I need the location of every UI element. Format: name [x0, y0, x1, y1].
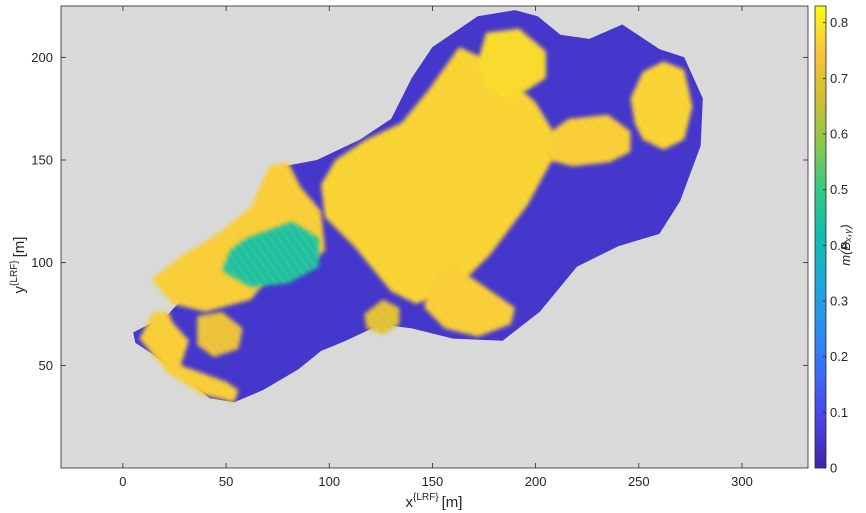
colorbar-tick-label: 0.4	[830, 238, 848, 253]
colorbar-tick-label: 0.5	[830, 182, 848, 197]
heatmap-region-texture-6	[545, 114, 631, 167]
colorbar-tick-label: 0.8	[830, 15, 848, 30]
x-tick-label: 0	[119, 474, 126, 489]
colorbar-label: m(Bₓ,ᵧ)	[838, 224, 853, 266]
x-tick-label: 100	[318, 474, 340, 489]
colorbar-tick-label: 0.7	[830, 71, 848, 86]
heatmap-region-texture-10	[222, 221, 319, 288]
heatmap-region-texture-4	[321, 47, 561, 304]
heatmap-region-texture-7	[630, 61, 693, 150]
plot-frame	[60, 5, 809, 469]
colorbar-tick-label: 0.1	[830, 405, 848, 420]
colorbar-tick-label: 0.6	[830, 127, 848, 142]
heatmap-region-texture-8	[424, 262, 515, 337]
y-tick-label: 200	[31, 50, 53, 65]
y-axis-label: y{LRF}[m]	[9, 237, 28, 294]
y-tick-label: 150	[31, 153, 53, 168]
y-axis: 50 100 150 200	[31, 50, 808, 373]
colorbar-tick-label: 0.2	[830, 349, 848, 364]
x-axis: 0 50 100 150 200 250 300	[119, 6, 753, 489]
x-tick-label: 50	[219, 474, 233, 489]
colorbar-tick-label: 0.3	[830, 294, 848, 309]
heatmap-region-texture-5	[477, 28, 546, 99]
heatmap-regions	[133, 10, 703, 403]
y-tick-label: 50	[39, 358, 53, 373]
heatmap-region-texture-9	[364, 299, 400, 335]
x-tick-label: 250	[628, 474, 650, 489]
colorbar-ticks: 0 0.1 0.2 0.3 0.4 0.5 0.6 0.7 0.8	[823, 15, 848, 476]
x-tick-label: 150	[422, 474, 444, 489]
x-tick-label: 300	[731, 474, 753, 489]
colorbar-tick-label: 0	[830, 461, 837, 476]
x-axis-label: x{LRF} [m]	[406, 492, 463, 511]
heatmap-region-texture-3	[197, 311, 243, 358]
colorbar	[814, 5, 827, 469]
y-tick-label: 100	[31, 255, 53, 270]
x-tick-label: 200	[525, 474, 547, 489]
heatmap-region-texture-2	[139, 311, 239, 403]
